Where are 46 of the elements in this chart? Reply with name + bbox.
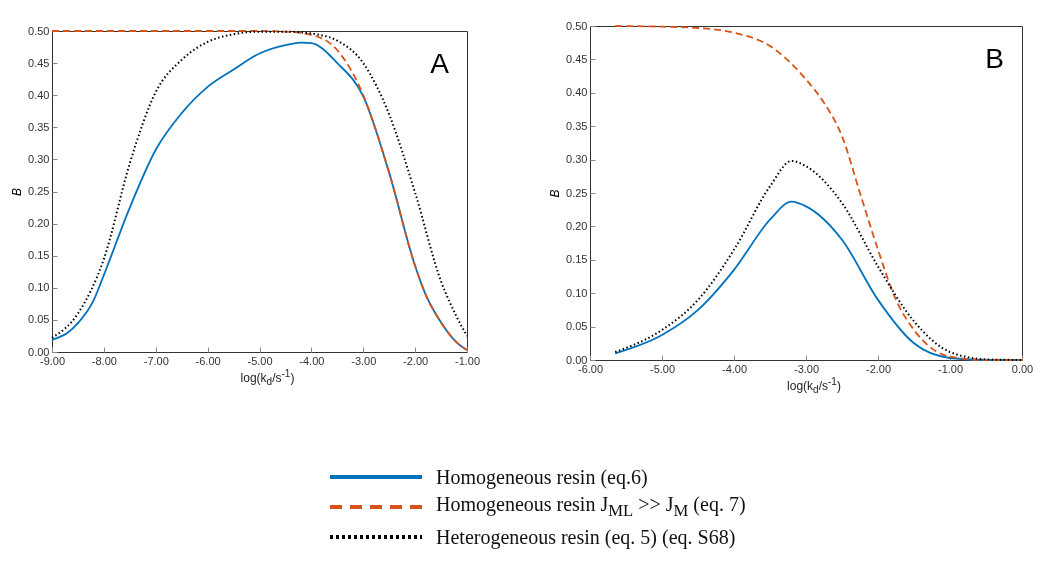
y-tick-label: 0.15	[28, 249, 50, 262]
y-tick-label: 0.40	[566, 86, 588, 99]
x-axis-title: log(k$_{d}$/s$^{-1}$)	[239, 368, 296, 388]
y-tick-label: 0.30	[28, 152, 50, 165]
y-tick-label: 0.35	[566, 119, 588, 132]
x-tick-label: -2.00	[403, 354, 429, 367]
x-tick-label: 0.00	[1011, 362, 1034, 375]
y-tick-label: 0.20	[566, 219, 588, 232]
x-tick-label: -7.00	[143, 354, 169, 367]
y-tick-label: 0.30	[566, 153, 588, 166]
y-tick-label: 0.40	[28, 88, 50, 101]
x-tick-label: -4.00	[299, 354, 325, 367]
y-tick-label: 0.20	[28, 217, 50, 230]
y-tick-label: 0.25	[566, 186, 588, 199]
y-tick-label: 0.50	[28, 24, 50, 37]
y-axis-title: B	[10, 187, 25, 197]
y-tick-label: 0.50	[566, 19, 588, 32]
legend-label: Heterogeneous resin (eq. 5) (eq. S68)	[436, 525, 736, 549]
y-tick-label: 0.15	[566, 253, 588, 266]
x-tick-label: -6.00	[195, 354, 221, 367]
y-tick-label: 0.05	[566, 320, 588, 333]
x-tick-label: -6.00	[577, 362, 604, 375]
y-tick-label: 0.05	[28, 313, 50, 326]
line-series	[614, 25, 1023, 361]
x-tick-label: -1.00	[937, 362, 964, 375]
x-tick-label: -4.00	[721, 362, 748, 375]
text: B	[548, 189, 563, 198]
y-axis-title: B	[985, 43, 1004, 74]
y-tick-label: 0.25	[28, 185, 50, 197]
y-tick-label: 0.10	[566, 286, 588, 299]
x-tick-label: -5.00	[247, 354, 273, 367]
legend-label: Homogeneous resin (eq.6)	[436, 465, 648, 489]
legend-label: Homogeneous resin J$_{ML}$ >> J$_{M}$ (eq. 7)	[436, 493, 746, 521]
x-tick-label: -2.00	[865, 362, 892, 375]
x-tick-label: -5.00	[649, 362, 676, 375]
y-tick-label: 0.10	[28, 281, 50, 294]
x-tick-label: -3.00	[351, 354, 377, 367]
y-tick-label: 0.45	[28, 56, 50, 69]
x-tick-label: -3.00	[793, 362, 820, 375]
y-tick-label: 0.45	[566, 52, 588, 65]
x-tick-label: -8.00	[91, 354, 117, 367]
y-tick-label: 0.35	[28, 120, 50, 133]
x-tick-label: -1.00	[454, 354, 481, 367]
x-axis-title: log(k$_{d}$/s$^{-1}$)	[786, 376, 842, 396]
line-series	[614, 159, 1023, 361]
annotation: A	[430, 48, 450, 79]
